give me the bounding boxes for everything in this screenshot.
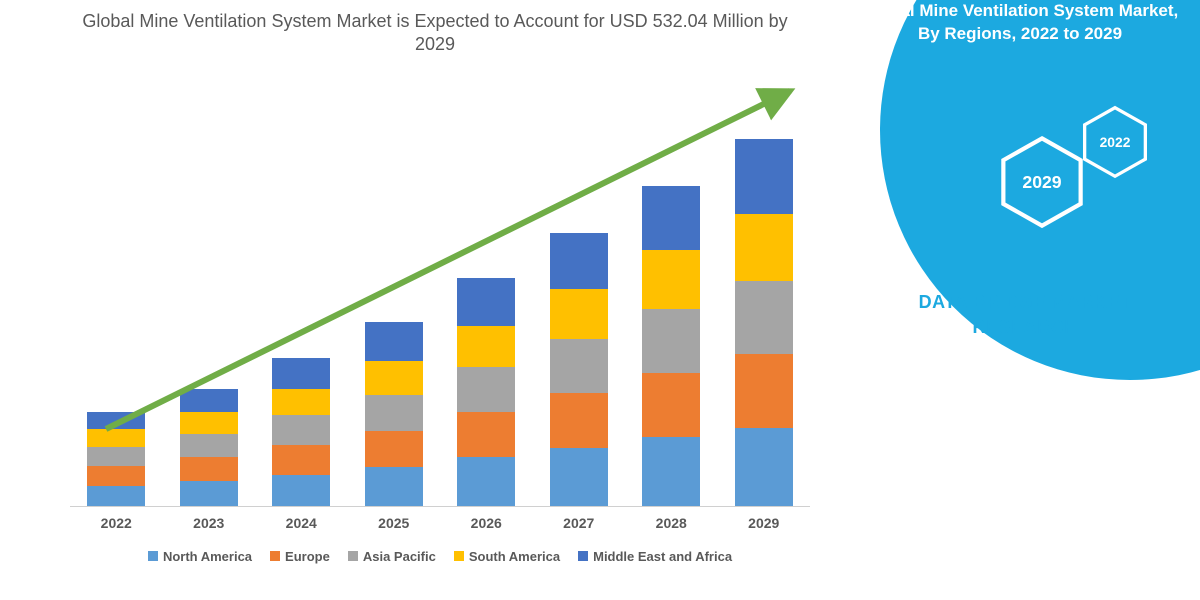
legend-label: South America <box>469 549 560 564</box>
side-panel: Global Mine Ventilation System Market, B… <box>830 0 1200 600</box>
segment-middle-east-and-africa <box>642 186 700 250</box>
segment-middle-east-and-africa <box>457 278 515 326</box>
segment-south-america <box>550 289 608 339</box>
segment-europe <box>642 373 700 437</box>
segment-asia-pacific <box>550 339 608 394</box>
x-label: 2023 <box>180 515 238 531</box>
bar-2022 <box>87 412 145 506</box>
segment-asia-pacific <box>457 367 515 412</box>
segment-europe <box>180 457 238 480</box>
hexagon-2022: 2022 <box>1082 105 1148 179</box>
segment-south-america <box>642 250 700 309</box>
segment-north-america <box>550 448 608 506</box>
legend-label: Europe <box>285 549 330 564</box>
legend-item: Europe <box>270 549 330 564</box>
side-title: Global Mine Ventilation System Market, B… <box>860 0 1180 46</box>
segment-middle-east-and-africa <box>365 322 423 361</box>
segment-asia-pacific <box>180 434 238 457</box>
segment-south-america <box>87 429 145 446</box>
segment-middle-east-and-africa <box>735 139 793 214</box>
main-container: Global Mine Ventilation System Market is… <box>0 0 1200 600</box>
bar-2029 <box>735 139 793 506</box>
segment-north-america <box>457 457 515 505</box>
segment-south-america <box>735 214 793 281</box>
segment-north-america <box>735 428 793 506</box>
segment-europe <box>735 354 793 427</box>
segment-north-america <box>365 467 423 506</box>
segment-south-america <box>365 361 423 395</box>
segment-europe <box>457 412 515 457</box>
legend-label: North America <box>163 549 252 564</box>
legend-item: Middle East and Africa <box>578 549 732 564</box>
chart-title: Global Mine Ventilation System Market is… <box>60 10 810 57</box>
legend-swatch-icon <box>148 551 158 561</box>
x-label: 2025 <box>365 515 423 531</box>
segment-asia-pacific <box>87 447 145 467</box>
segment-north-america <box>272 475 330 506</box>
legend-swatch-icon <box>270 551 280 561</box>
chart-section: Global Mine Ventilation System Market is… <box>0 0 830 600</box>
segment-south-america <box>272 389 330 416</box>
hexagon-label: 2022 <box>1100 134 1131 150</box>
legend-item: South America <box>454 549 560 564</box>
segment-middle-east-and-africa <box>87 412 145 429</box>
hexagon-label: 2029 <box>1022 172 1061 193</box>
segment-europe <box>550 393 608 448</box>
segment-middle-east-and-africa <box>180 389 238 412</box>
segment-europe <box>365 431 423 467</box>
x-label: 2024 <box>272 515 330 531</box>
segment-asia-pacific <box>735 281 793 354</box>
segment-south-america <box>457 326 515 367</box>
segment-north-america <box>180 481 238 506</box>
bar-2027 <box>550 233 608 506</box>
legend-swatch-icon <box>348 551 358 561</box>
hexagon-2029: 2029 <box>1000 135 1084 229</box>
brand-name: DATA BRIDGE MARKET RESEARCH <box>870 290 1180 340</box>
bars-container <box>70 77 810 507</box>
segment-asia-pacific <box>365 395 423 431</box>
x-label: 2026 <box>457 515 515 531</box>
bar-2026 <box>457 278 515 506</box>
bar-2028 <box>642 186 700 506</box>
segment-middle-east-and-africa <box>550 233 608 289</box>
legend-label: Middle East and Africa <box>593 549 732 564</box>
bar-2023 <box>180 389 238 506</box>
legend-item: Asia Pacific <box>348 549 436 564</box>
segment-north-america <box>87 486 145 506</box>
x-axis: 2022 2023 2024 2025 2026 2027 2028 2029 <box>70 515 810 531</box>
legend-label: Asia Pacific <box>363 549 436 564</box>
x-label: 2027 <box>550 515 608 531</box>
legend-swatch-icon <box>578 551 588 561</box>
legend: North America Europe Asia Pacific South Ame… <box>70 549 810 564</box>
segment-asia-pacific <box>272 415 330 445</box>
legend-item: North America <box>148 549 252 564</box>
x-label: 2028 <box>642 515 700 531</box>
chart-area <box>70 77 810 507</box>
segment-europe <box>87 466 145 486</box>
segment-south-america <box>180 412 238 434</box>
x-label: 2022 <box>87 515 145 531</box>
segment-asia-pacific <box>642 309 700 373</box>
bar-2024 <box>272 358 330 506</box>
segment-north-america <box>642 437 700 506</box>
segment-middle-east-and-africa <box>272 358 330 389</box>
segment-europe <box>272 445 330 475</box>
x-label: 2029 <box>735 515 793 531</box>
bar-2025 <box>365 322 423 506</box>
legend-swatch-icon <box>454 551 464 561</box>
